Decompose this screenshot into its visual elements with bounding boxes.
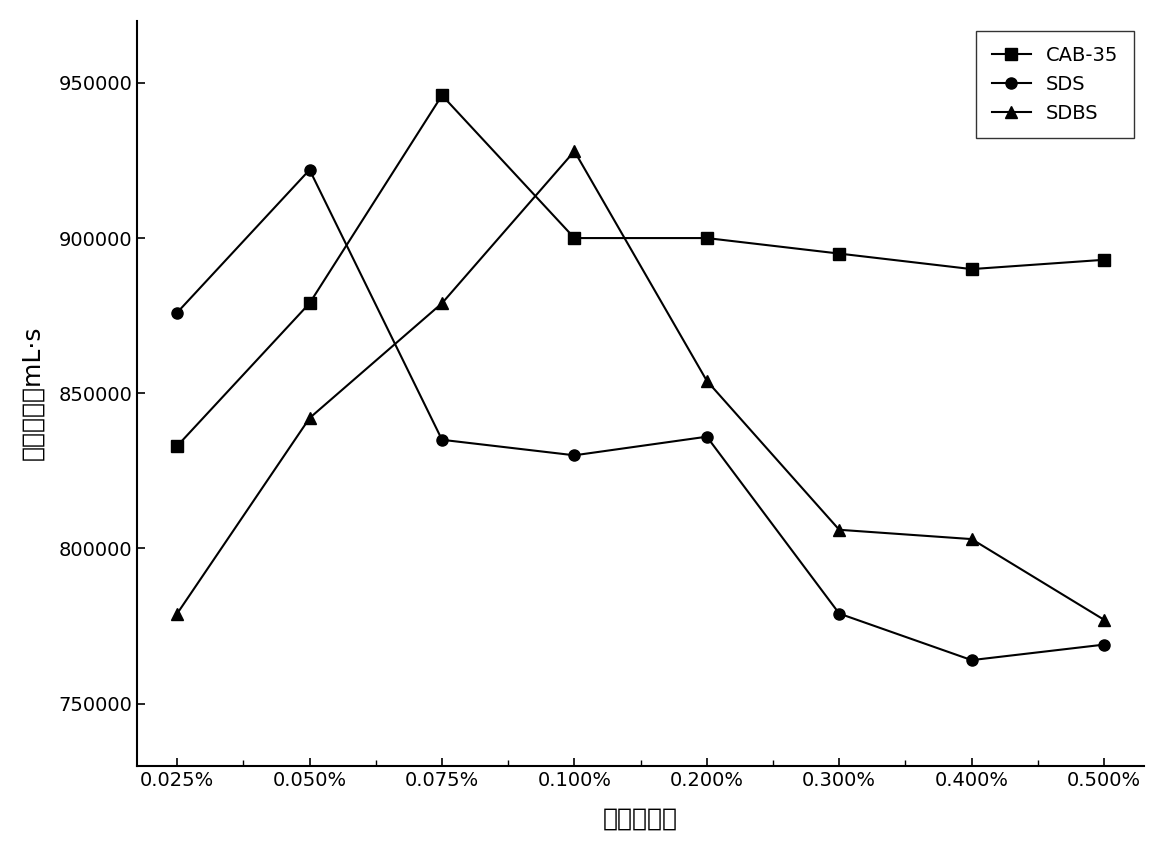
SDBS bbox=[303, 413, 317, 423]
CAB-35 bbox=[833, 248, 847, 259]
SDS bbox=[568, 450, 582, 460]
SDBS bbox=[1097, 614, 1111, 625]
CAB-35 bbox=[700, 233, 714, 243]
CAB-35 bbox=[964, 264, 978, 274]
CAB-35 bbox=[435, 90, 449, 100]
Y-axis label: 泡沫综合值mL·s: 泡沫综合值mL·s bbox=[21, 326, 44, 460]
SDS bbox=[170, 307, 184, 317]
SDS bbox=[700, 431, 714, 442]
Legend: CAB-35, SDS, SDBS: CAB-35, SDS, SDBS bbox=[976, 31, 1135, 138]
Line: SDS: SDS bbox=[171, 164, 1110, 665]
SDS bbox=[303, 165, 317, 175]
Line: CAB-35: CAB-35 bbox=[171, 89, 1110, 452]
SDS bbox=[964, 655, 978, 665]
SDS bbox=[833, 608, 847, 619]
CAB-35 bbox=[568, 233, 582, 243]
SDS bbox=[1097, 639, 1111, 649]
Line: SDBS: SDBS bbox=[171, 146, 1110, 625]
CAB-35 bbox=[170, 441, 184, 451]
CAB-35 bbox=[303, 298, 317, 308]
SDBS bbox=[170, 608, 184, 619]
SDBS bbox=[700, 376, 714, 386]
SDBS bbox=[964, 534, 978, 544]
SDBS bbox=[568, 146, 582, 157]
SDBS bbox=[435, 298, 449, 308]
SDBS bbox=[833, 525, 847, 535]
SDS bbox=[435, 435, 449, 445]
X-axis label: 起泡剤浓度: 起泡剤浓度 bbox=[603, 806, 679, 831]
CAB-35 bbox=[1097, 254, 1111, 265]
